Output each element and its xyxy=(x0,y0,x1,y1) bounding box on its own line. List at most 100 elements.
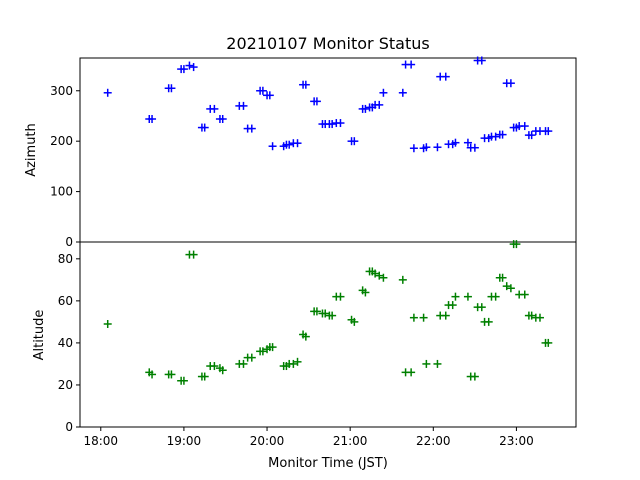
x-tick-label: 20:00 xyxy=(250,434,285,448)
data-point xyxy=(289,359,298,368)
data-point xyxy=(470,143,479,152)
data-point xyxy=(448,301,457,310)
x-tick-label: 21:00 xyxy=(333,434,368,448)
data-point xyxy=(321,309,330,318)
y-tick-label: 0 xyxy=(65,420,73,434)
data-point xyxy=(506,284,515,293)
data-point xyxy=(258,347,267,356)
data-point xyxy=(407,60,416,69)
data-point xyxy=(312,97,321,106)
data-point xyxy=(484,317,493,326)
data-point xyxy=(451,138,460,147)
data-point xyxy=(179,65,188,74)
data-point xyxy=(200,123,209,132)
altitude-y-ticks: 0 20 40 60 80 xyxy=(58,252,80,434)
altitude-axis-label: Altitude xyxy=(32,310,47,361)
y-tick-label: 300 xyxy=(50,84,73,98)
x-tick-label: 18:00 xyxy=(83,434,118,448)
data-point xyxy=(409,144,418,153)
data-point xyxy=(301,80,310,89)
y-tick-label: 200 xyxy=(50,134,73,148)
data-point xyxy=(189,63,198,72)
y-tick-label: 60 xyxy=(58,294,73,308)
azimuth-axis-label: Azimuth xyxy=(24,123,39,177)
data-point xyxy=(336,292,345,301)
time-x-ticks: 18:00 19:00 20:00 21:00 22:00 23:00 xyxy=(83,427,534,448)
data-point xyxy=(520,290,529,299)
data-point xyxy=(247,124,256,133)
data-point xyxy=(544,338,553,347)
data-point xyxy=(422,359,431,368)
data-point xyxy=(301,332,310,341)
data-point xyxy=(491,132,500,141)
data-point xyxy=(477,303,486,312)
data-point xyxy=(210,104,219,113)
data-point xyxy=(189,250,198,259)
x-tick-label: 23:00 xyxy=(499,434,534,448)
y-tick-label: 0 xyxy=(65,235,73,249)
data-point xyxy=(239,359,248,368)
y-tick-label: 80 xyxy=(58,252,73,266)
data-point xyxy=(268,343,277,352)
data-point xyxy=(498,273,507,282)
data-point xyxy=(398,275,407,284)
data-point xyxy=(409,313,418,322)
data-point xyxy=(179,376,188,385)
data-point xyxy=(441,72,450,81)
data-point xyxy=(422,143,431,152)
data-point xyxy=(185,61,194,70)
data-point xyxy=(379,88,388,97)
data-point xyxy=(268,142,277,151)
data-point xyxy=(379,273,388,282)
y-tick-label: 40 xyxy=(58,336,73,350)
data-point xyxy=(498,130,507,139)
data-point xyxy=(470,372,479,381)
data-point xyxy=(371,269,380,278)
data-point xyxy=(239,101,248,110)
data-point xyxy=(218,366,227,375)
data-point xyxy=(258,86,267,95)
data-point xyxy=(167,84,176,93)
data-point xyxy=(433,143,442,152)
data-point xyxy=(477,56,486,65)
data-point xyxy=(293,139,302,148)
data-point xyxy=(167,370,176,379)
azimuth-panel: 0 100 200 300 Azimuth xyxy=(24,56,577,249)
chart-title: 20210107 Monitor Status xyxy=(226,34,429,53)
data-point xyxy=(463,138,472,147)
data-point xyxy=(328,120,337,129)
data-point xyxy=(336,119,345,128)
data-point xyxy=(328,311,337,320)
data-point xyxy=(520,122,529,131)
data-point xyxy=(285,140,294,149)
data-point xyxy=(491,292,500,301)
azimuth-series xyxy=(103,56,553,153)
data-point xyxy=(247,353,256,362)
data-point xyxy=(350,137,359,146)
data-point xyxy=(441,311,450,320)
data-point xyxy=(407,368,416,377)
data-point xyxy=(218,114,227,123)
data-point xyxy=(361,288,370,297)
altitude-panel: 0 20 40 60 80 Altitude xyxy=(32,240,577,434)
data-point xyxy=(293,357,302,366)
y-tick-label: 20 xyxy=(58,378,73,392)
data-point xyxy=(210,362,219,371)
data-point xyxy=(463,292,472,301)
data-point xyxy=(375,100,384,109)
data-point xyxy=(398,88,407,97)
data-point xyxy=(350,317,359,326)
x-tick-label: 22:00 xyxy=(416,434,451,448)
data-point xyxy=(103,319,112,328)
x-axis-label: Monitor Time (JST) xyxy=(268,456,388,471)
data-point xyxy=(535,313,544,322)
data-point xyxy=(527,311,536,320)
data-point xyxy=(103,88,112,97)
data-point xyxy=(512,240,521,249)
y-tick-label: 100 xyxy=(50,185,73,199)
data-point xyxy=(527,131,536,140)
data-point xyxy=(375,271,384,280)
altitude-plot-frame xyxy=(79,241,577,428)
